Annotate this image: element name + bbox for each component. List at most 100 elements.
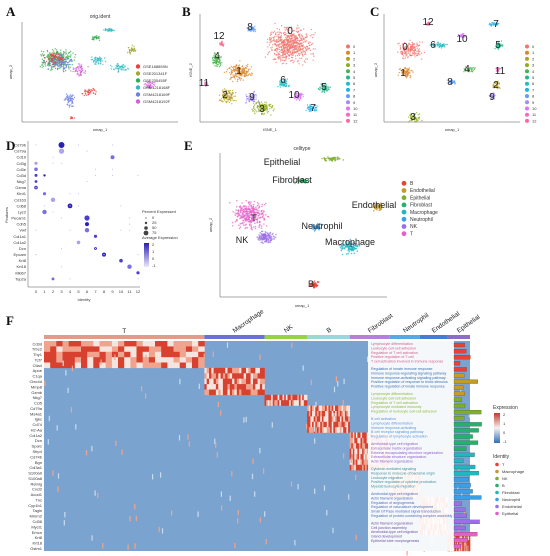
scatter-point [62,66,65,69]
heatmap-cell [325,405,327,412]
scatter-point [281,56,283,59]
scatter-point [411,52,414,54]
scatter-point [54,67,57,70]
scatter-point [402,69,405,72]
scatter-point [294,96,296,98]
scatter-point [309,284,312,286]
expression-dot [69,193,71,195]
scatter-point [52,50,55,52]
legend-swatch [401,195,407,201]
scatter-point [50,54,52,57]
heatmap-cell [331,411,334,417]
scatter-point [226,93,228,96]
heatmap-cell [198,341,205,347]
scatter-point [404,48,406,50]
scatter-point [267,111,270,113]
scatter-point [251,217,253,220]
heatmap-cell [257,384,261,390]
heatmap-cell [136,341,143,347]
scatter-point [350,245,353,248]
scatter-point [290,34,292,36]
heatmap-cell [198,362,205,369]
heatmap-cell [363,459,366,466]
scatter-point [283,47,285,49]
cluster-label: 9 [249,92,255,103]
scatter-point [290,26,293,28]
panel-a-scatter [39,27,156,120]
scatter-point [318,87,320,90]
scatter-point [72,68,75,71]
scatter-point [239,215,242,217]
scatter-point [327,157,330,160]
celltype-label: T [251,213,257,223]
scatter-point [290,43,292,45]
scatter-point [313,280,316,282]
cluster-label: 7 [493,19,499,30]
scatter-point [282,62,285,64]
heatmap-cell [362,459,364,466]
scatter-point [399,67,401,70]
heatmap-cell [333,421,336,428]
scatter-point [464,66,467,68]
scatter-point [227,98,229,100]
scatter-point [249,74,252,76]
scatter-point [295,58,297,60]
heatmap-cell [99,351,106,358]
legend-swatch [346,50,350,55]
scatter-point [64,62,66,64]
heatmap-cell [316,427,319,433]
heatmap-cell [248,367,251,374]
scatter-point [304,180,307,182]
scatter-point [314,104,317,106]
scatter-point [272,58,275,61]
heatmap-cell [336,421,339,428]
scatter-point [270,38,272,40]
panel-d-dots [34,142,140,281]
heatmap-cell [209,378,212,385]
scatter-point [309,104,311,106]
scatter-point [296,91,298,93]
scatter-point [255,208,257,211]
scatter-point [304,61,306,64]
scatter-point [50,69,52,71]
expression-dot [111,174,114,176]
scatter-point [255,211,257,214]
expression-dot [128,229,131,231]
scatter-point [302,51,304,53]
scatter-point [214,53,217,55]
scatter-point [230,96,232,98]
scatter-point [270,41,273,43]
scatter-point [117,64,119,67]
scatter-point [290,38,293,40]
heatmap-cell [257,378,261,385]
heatmap-cell [62,346,69,352]
expression-dot [69,278,71,280]
scatter-point [347,244,350,246]
legend-swatch [525,100,529,105]
scatter-point [223,98,225,100]
scatter-point [500,43,502,45]
scatter-point [271,106,273,109]
heatmap-cell [111,346,119,352]
scatter-point [221,62,223,64]
scatter-point [282,49,284,52]
heatmap-cell [284,394,287,401]
scatter-point [411,49,413,51]
heatmap-cell [362,454,364,460]
scatter-point [258,110,260,113]
scatter-point [72,105,74,107]
scatter-point [221,40,223,43]
scatter-point [253,208,255,211]
scatter-point [216,63,219,66]
heatmap-cell [330,421,332,428]
scatter-point [493,98,496,100]
scatter-point [281,41,283,44]
heatmap-cell [234,373,237,379]
scatter-point [312,226,314,228]
heatmap-cell [357,432,360,439]
scatter-point [287,35,289,38]
scatter-point [353,246,356,249]
heatmap-cell [298,394,301,401]
heatmap-cell [325,411,327,417]
scatter-point [297,182,300,184]
